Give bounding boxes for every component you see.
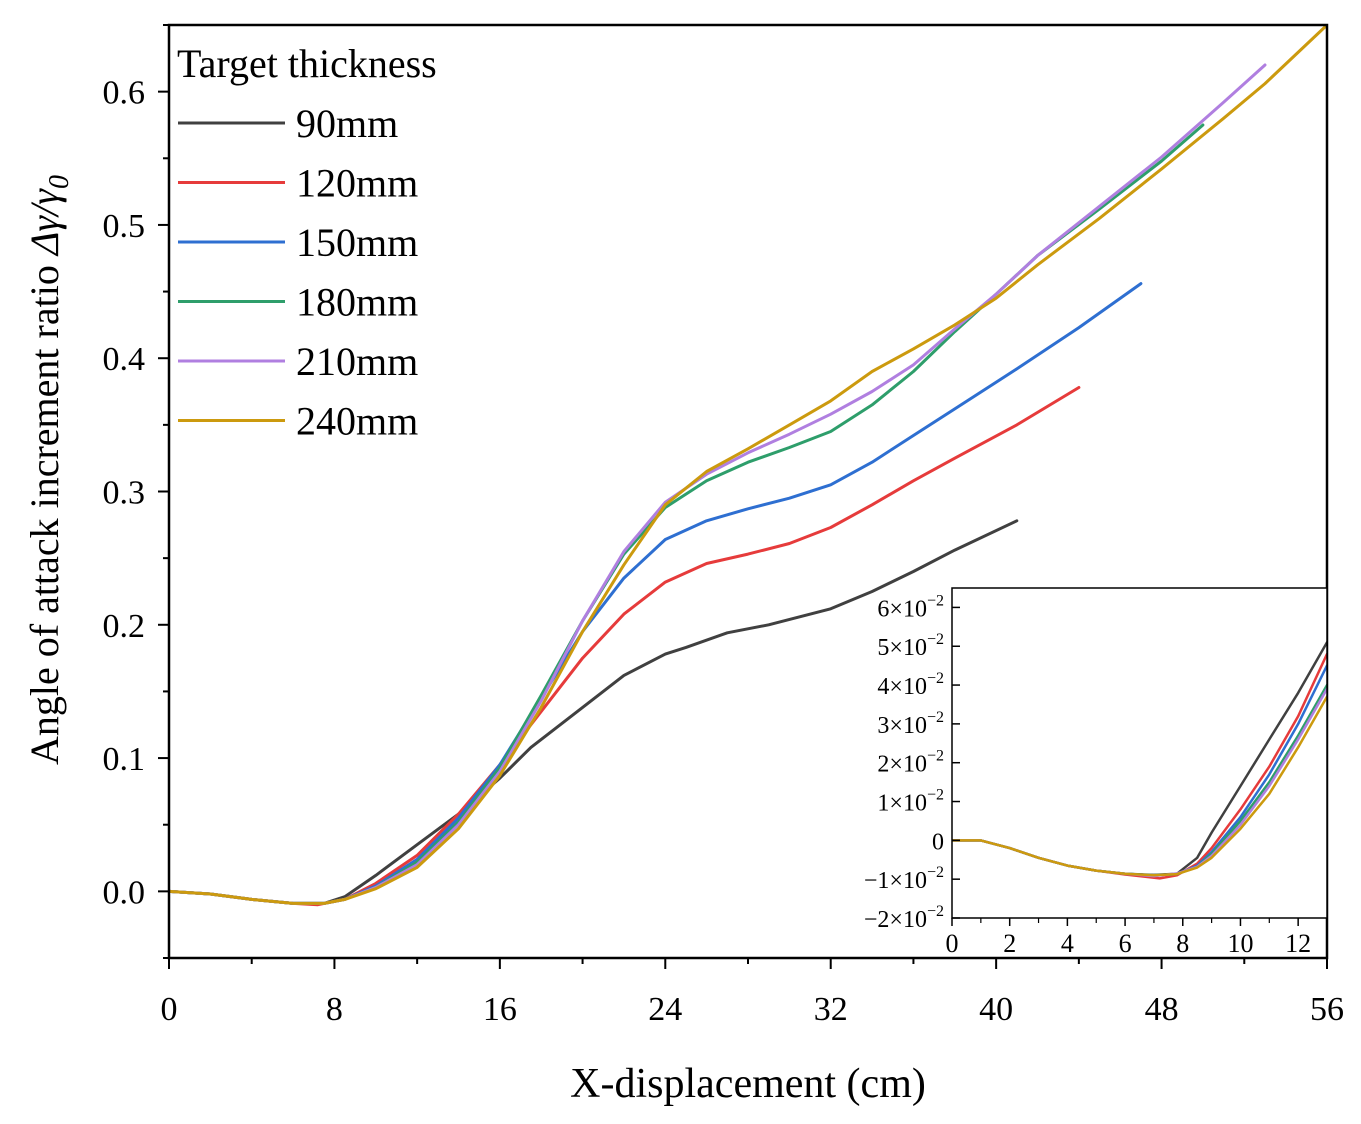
- inset-y-tick-base: 6×10: [877, 596, 927, 622]
- inset-y-tick-label: −2×10−2: [864, 903, 944, 933]
- y-tick-label: 0.4: [103, 341, 146, 378]
- inset-x-tick-label: 6: [1119, 929, 1132, 958]
- y-tick-label: 0.3: [103, 475, 146, 512]
- inset-y-tick-exponent: −2: [927, 631, 944, 648]
- inset-y-tick-base: 4×10: [877, 674, 927, 700]
- inset-x-tick-label: 2: [1003, 929, 1016, 958]
- legend-label-120mm: 120mm: [296, 161, 418, 206]
- inset-y-tick-exponent: −2: [927, 592, 944, 609]
- main-series-group: [169, 25, 1327, 907]
- x-tick-label: 32: [814, 991, 848, 1028]
- y-tick-label: 0.6: [103, 75, 146, 112]
- inset-y-tick-base: 5×10: [877, 635, 927, 661]
- main-x-axis: 0 8 16 24 32 40 48 56: [161, 958, 1344, 1028]
- legend-label-240mm: 240mm: [296, 399, 418, 444]
- y-tick-label: 0.0: [103, 874, 146, 911]
- x-tick-label: 0: [161, 991, 178, 1028]
- main-plot: 0 8 16 24 32 40 48 56 0.00.10.20.30.40.50.6: [103, 23, 1344, 1028]
- x-tick-label: 40: [979, 991, 1013, 1028]
- legend-label-150mm: 150mm: [296, 220, 418, 265]
- inset-y-tick-base: −2×10: [864, 907, 927, 933]
- legend-items: 90mm 120mm 150mm 180mm 210mm 240mm: [178, 101, 418, 444]
- inset-x-tick-label: 10: [1227, 929, 1253, 958]
- inset-y-tick-label: 6×10−2: [877, 592, 944, 622]
- legend-label-180mm: 180mm: [296, 280, 418, 325]
- inset-y-tick-base: 3×10: [877, 713, 927, 739]
- inset-y-tick-base: 1×10: [877, 791, 927, 817]
- inset-y-tick-label: 1×10−2: [877, 787, 944, 817]
- y-axis-title: Angle of attack increment ratio Δγ/γ0: [22, 175, 75, 765]
- inset-background: [952, 588, 1327, 918]
- inset-y-tick-label: 5×10−2: [877, 631, 944, 661]
- inset-y-tick-exponent: −2: [927, 670, 944, 687]
- inset-frame: [951, 587, 1328, 919]
- inset-y-axis: −2×10−2−1×10−201×10−22×10−23×10−24×10−25…: [864, 592, 960, 933]
- x-tick-label: 56: [1310, 991, 1344, 1028]
- inset-y-tick-base: 2×10: [877, 752, 927, 778]
- y-axis-title-subscript: 0: [44, 175, 75, 189]
- inset-y-tick-exponent: −2: [927, 903, 944, 920]
- x-axis-title: X-displacement (cm): [570, 1061, 926, 1107]
- series-line-240mm: [169, 25, 1327, 905]
- x-tick-label: 24: [648, 991, 682, 1028]
- inset-series-group: [952, 641, 1327, 880]
- inset-y-tick-label: 3×10−2: [877, 709, 944, 739]
- inset-x-tick-label: 12: [1285, 929, 1311, 958]
- y-tick-label: 0.1: [103, 741, 146, 778]
- y-tick-label: 0.5: [103, 208, 146, 245]
- inset-y-tick-exponent: −2: [927, 748, 944, 765]
- inset-x-tick-label: 0: [946, 929, 959, 958]
- inset-y-tick-exponent: −2: [927, 787, 944, 804]
- legend-title: Target thickness: [177, 41, 437, 86]
- x-tick-label: 8: [326, 991, 343, 1028]
- x-tick-label: 16: [483, 991, 517, 1028]
- inset-y-tick-exponent: −2: [927, 864, 944, 881]
- legend-label-90mm: 90mm: [296, 101, 398, 146]
- inset-y-tick-label: 2×10−2: [877, 748, 944, 778]
- inset-y-tick-label: 0: [932, 829, 944, 855]
- inset-plot: 0 2 4 6 8 10 12 −2×10−2−1×10−201×10−22×10−23×1…: [864, 587, 1328, 958]
- inset-y-tick-base: 0: [932, 829, 944, 855]
- inset-x-axis: 0 2 4 6 8 10 12: [946, 918, 1328, 958]
- main-y-axis: 0.0 0.1 0.2 0.3 0.4 0.5 0.6: [103, 24, 169, 959]
- y-axis-title-main: Angle of attack increment ratio: [22, 255, 67, 765]
- inset-x-tick-label: 8: [1176, 929, 1189, 958]
- legend: Target thickness 90mm 120mm 150mm 180mm 210m…: [177, 41, 437, 444]
- y-tick-label: 0.2: [103, 608, 146, 645]
- x-tick-label: 48: [1145, 991, 1179, 1028]
- inset-x-tick-label: 4: [1061, 929, 1074, 958]
- inset-series-line-240mm: [952, 695, 1327, 877]
- inset-y-tick-base: −1×10: [864, 868, 927, 894]
- y-axis-title-symbol: Δγ/γ: [22, 188, 67, 257]
- legend-label-210mm: 210mm: [296, 339, 418, 384]
- inset-y-tick-label: 4×10−2: [877, 670, 944, 700]
- inset-y-tick-exponent: −2: [927, 709, 944, 726]
- inset-y-tick-label: −1×10−2: [864, 864, 944, 894]
